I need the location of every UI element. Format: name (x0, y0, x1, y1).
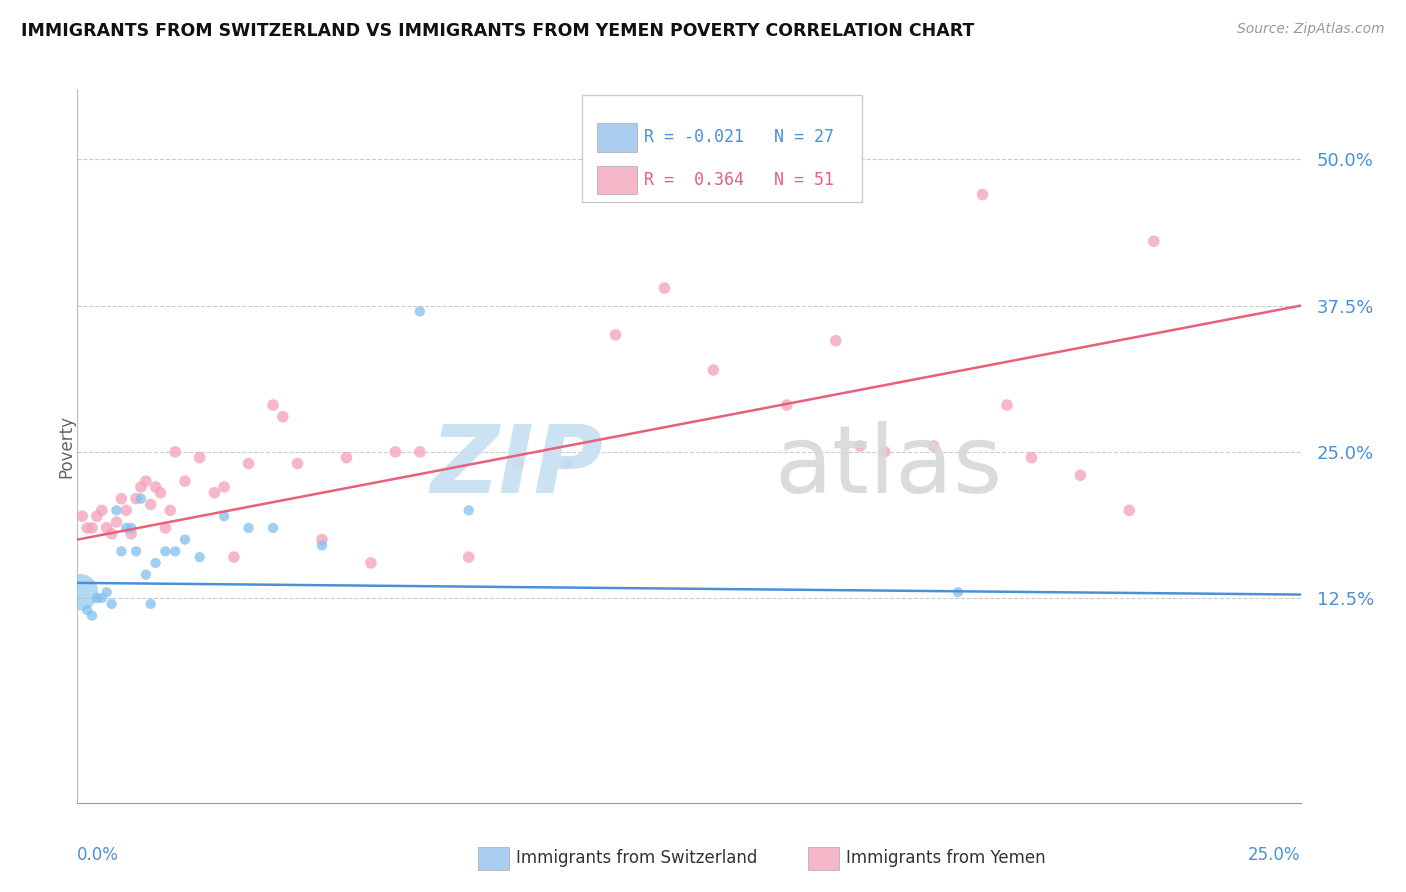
Point (100, 526, 122, 541)
Point (238, 457, 260, 471)
Point (174, 533, 197, 547)
Point (311, 538, 333, 552)
Text: 25.0%: 25.0% (1249, 846, 1301, 863)
Point (1143, 234, 1166, 248)
Point (69, 585, 91, 599)
Point (212, 509, 235, 524)
Point (149, 485, 172, 500)
Point (120, 521, 142, 535)
Point (1021, 450, 1043, 465)
Point (654, 281, 676, 295)
Point (115, 521, 138, 535)
Point (995, 398, 1018, 412)
Point (105, 515, 128, 529)
Point (238, 521, 260, 535)
Point (922, 439, 945, 453)
Point (849, 439, 872, 453)
Text: Source: ZipAtlas.com: Source: ZipAtlas.com (1237, 22, 1385, 37)
Text: R = -0.021   N = 27: R = -0.021 N = 27 (644, 128, 834, 146)
Point (287, 457, 309, 471)
Point (972, 187, 994, 202)
Point (139, 498, 162, 512)
Point (222, 550, 245, 565)
Text: ZIP: ZIP (430, 421, 603, 514)
Point (555, 457, 578, 471)
Point (335, 450, 357, 465)
Point (90, 591, 112, 605)
Point (145, 480, 167, 494)
Point (409, 445, 432, 459)
Point (86, 591, 108, 605)
Point (202, 485, 225, 500)
Point (155, 521, 177, 535)
Point (824, 334, 846, 348)
Point (946, 585, 969, 599)
Point (135, 567, 157, 582)
Text: Immigrants from Yemen: Immigrants from Yemen (846, 849, 1046, 867)
Point (165, 544, 187, 558)
Point (76, 603, 98, 617)
Point (409, 304, 432, 318)
Text: 0.0%: 0.0% (77, 846, 120, 863)
Point (145, 556, 167, 570)
Point (262, 521, 284, 535)
Point (262, 398, 284, 412)
Point (115, 503, 138, 517)
Point (776, 398, 799, 412)
Point (702, 363, 724, 377)
Point (457, 550, 479, 565)
Point (1069, 468, 1091, 483)
Point (129, 480, 152, 494)
Point (110, 544, 132, 558)
Text: atlas: atlas (775, 421, 1002, 514)
Point (360, 556, 382, 570)
Point (188, 450, 211, 465)
Point (125, 491, 148, 506)
Point (96, 585, 118, 599)
Point (165, 445, 187, 459)
Point (110, 491, 132, 506)
Point (129, 491, 152, 506)
Point (100, 597, 122, 611)
Point (76, 521, 98, 535)
Point (96, 521, 118, 535)
Point (159, 503, 181, 517)
Point (384, 445, 406, 459)
Point (188, 550, 211, 565)
Point (212, 480, 235, 494)
Text: R =  0.364   N = 51: R = 0.364 N = 51 (644, 171, 834, 189)
Point (506, 457, 529, 471)
Point (80, 608, 103, 623)
Point (605, 327, 627, 342)
Point (80, 521, 103, 535)
Point (873, 445, 896, 459)
Point (86, 509, 108, 524)
Point (135, 474, 157, 488)
Point (90, 503, 112, 517)
Point (105, 503, 128, 517)
Point (139, 597, 162, 611)
Point (155, 544, 177, 558)
Text: IMMIGRANTS FROM SWITZERLAND VS IMMIGRANTS FROM YEMEN POVERTY CORRELATION CHART: IMMIGRANTS FROM SWITZERLAND VS IMMIGRANT… (21, 22, 974, 40)
Point (70, 509, 93, 524)
Y-axis label: Poverty: Poverty (58, 415, 75, 477)
Point (120, 526, 142, 541)
Point (311, 533, 333, 547)
Point (174, 474, 197, 488)
Point (457, 503, 479, 517)
Point (271, 409, 294, 424)
Text: Immigrants from Switzerland: Immigrants from Switzerland (516, 849, 758, 867)
Point (125, 544, 148, 558)
Point (1118, 503, 1140, 517)
